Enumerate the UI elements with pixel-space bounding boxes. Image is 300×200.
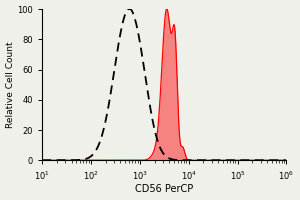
Y-axis label: Relative Cell Count: Relative Cell Count [6, 41, 15, 128]
X-axis label: CD56 PerCP: CD56 PerCP [135, 184, 194, 194]
